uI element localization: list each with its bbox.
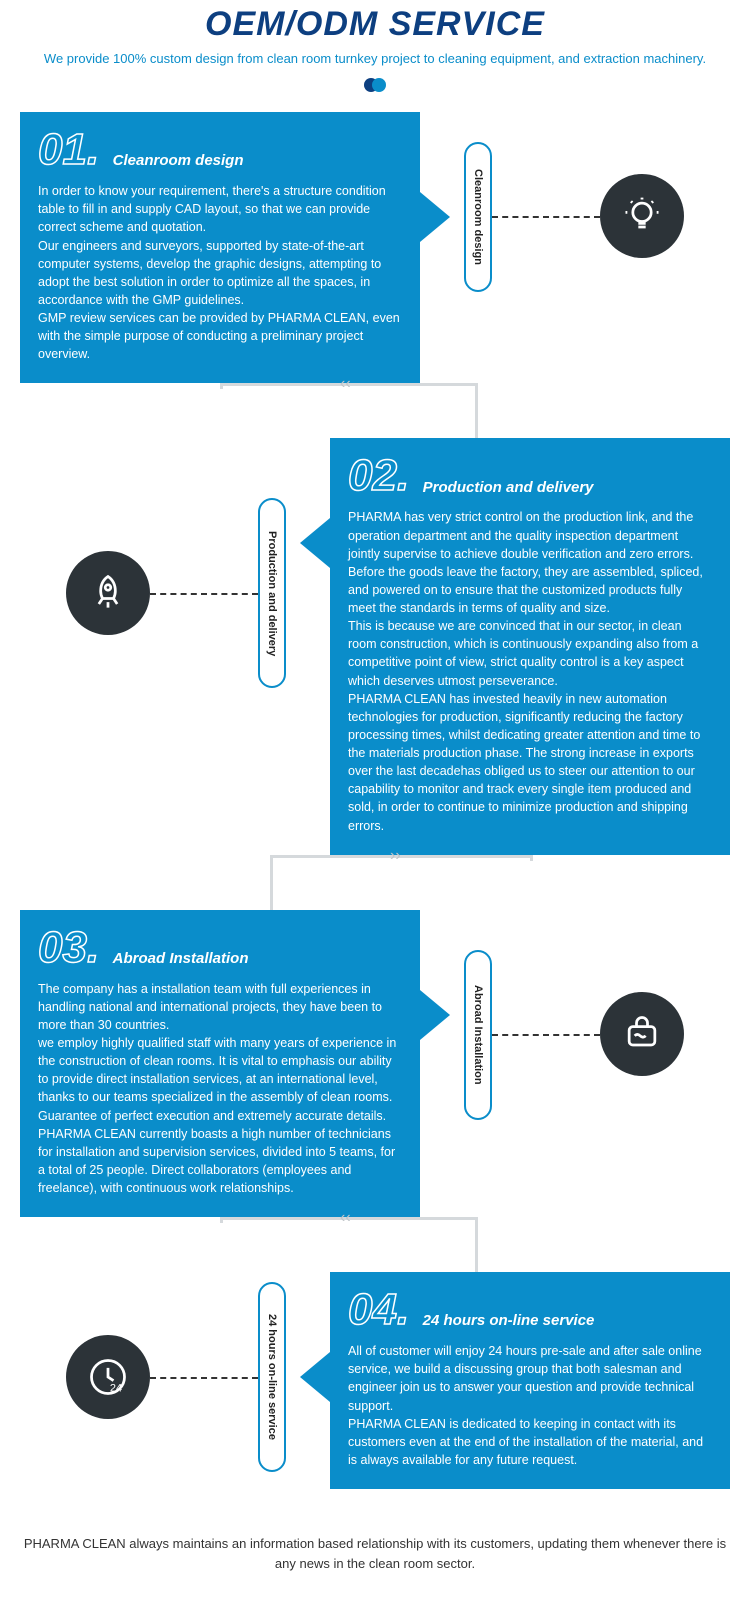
step-2-pill: Production and delivery xyxy=(258,498,286,688)
step-4: 04. 24 hours on-line service All of cust… xyxy=(20,1272,730,1489)
svg-text:24: 24 xyxy=(110,1383,122,1395)
step-2-title: Production and delivery xyxy=(423,477,594,499)
step-2-dash xyxy=(150,593,258,595)
step-4-title: 24 hours on-line service xyxy=(423,1310,595,1332)
step-4-arrow xyxy=(300,1352,330,1402)
step-3-card: 03. Abroad Installation The company has … xyxy=(20,910,420,1218)
step-3-number: 03. xyxy=(38,926,99,970)
step-3-pill-text: Abroad Installation xyxy=(472,985,484,1085)
step-4-pill-text: 24 hours on-line service xyxy=(266,1314,278,1440)
rocket-icon xyxy=(66,551,150,635)
step-1-dash xyxy=(492,216,600,218)
step-4-dash xyxy=(150,1377,258,1379)
step-3-arrow xyxy=(420,990,450,1040)
step-2-number: 02. xyxy=(348,454,409,498)
step-2-body: PHARMA has very strict control on the pr… xyxy=(348,508,712,834)
step-4-body: All of customer will enjoy 24 hours pre-… xyxy=(348,1342,712,1469)
step-1: 01. Cleanroom design In order to know yo… xyxy=(20,112,730,383)
connector-3-4: ‹‹ xyxy=(20,1217,730,1272)
step-3-title: Abroad Installation xyxy=(113,948,249,970)
step-1-pill: Cleanroom design xyxy=(464,142,492,292)
step-3-body: The company has a installation team with… xyxy=(38,980,402,1198)
step-3-dash xyxy=(492,1034,600,1036)
toolbox-icon xyxy=(600,992,684,1076)
clock-24-icon: 24 xyxy=(66,1335,150,1419)
step-1-body: In order to know your requirement, there… xyxy=(38,182,402,363)
step-1-pill-text: Cleanroom design xyxy=(472,169,484,265)
divider-dots xyxy=(20,78,730,97)
step-1-title: Cleanroom design xyxy=(113,150,244,172)
step-2: 02. Production and delivery PHARMA has v… xyxy=(20,438,730,854)
step-2-pill-text: Production and delivery xyxy=(266,531,278,656)
connector-1-2: ‹‹ xyxy=(20,383,730,438)
step-4-card: 04. 24 hours on-line service All of cust… xyxy=(330,1272,730,1489)
step-1-card: 01. Cleanroom design In order to know yo… xyxy=(20,112,420,383)
step-1-number: 01. xyxy=(38,128,99,172)
step-2-card: 02. Production and delivery PHARMA has v… xyxy=(330,438,730,854)
step-2-arrow xyxy=(300,518,330,568)
lightbulb-icon xyxy=(600,174,684,258)
step-4-number: 04. xyxy=(348,1288,409,1332)
step-1-arrow xyxy=(420,192,450,242)
page-title: OEM/ODM SERVICE xyxy=(20,5,730,44)
page-subtitle: We provide 100% custom design from clean… xyxy=(20,50,730,68)
step-4-pill: 24 hours on-line service xyxy=(258,1282,286,1472)
footer-text: PHARMA CLEAN always maintains an informa… xyxy=(20,1534,730,1573)
connector-2-3: ›› xyxy=(20,855,730,910)
step-3-pill: Abroad Installation xyxy=(464,950,492,1120)
step-3: 03. Abroad Installation The company has … xyxy=(20,910,730,1218)
page-header: OEM/ODM SERVICE We provide 100% custom d… xyxy=(20,0,730,112)
